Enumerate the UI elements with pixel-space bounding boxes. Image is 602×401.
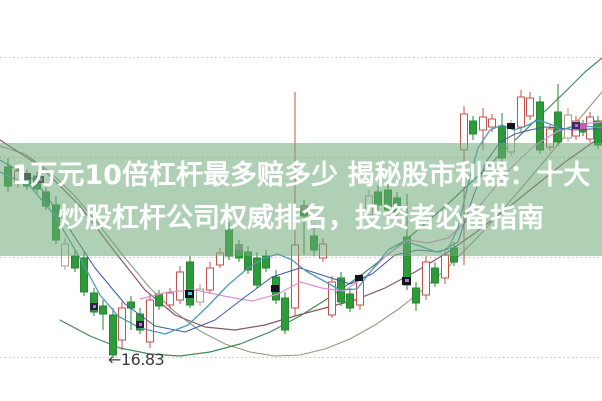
headline-line-1: 1万元10倍杠杆最多赔多少 揭秘股市利器：十大 bbox=[11, 160, 591, 191]
low-price-annotation: ←16.83 bbox=[108, 350, 165, 369]
headline-banner: 1万元10倍杠杆最多赔多少 揭秘股市利器：十大 炒股杠杆公司权威排名，投资者必备… bbox=[0, 143, 602, 256]
headline-line-2: 炒股杠杆公司权威排名，投资者必备指南 bbox=[58, 203, 544, 234]
